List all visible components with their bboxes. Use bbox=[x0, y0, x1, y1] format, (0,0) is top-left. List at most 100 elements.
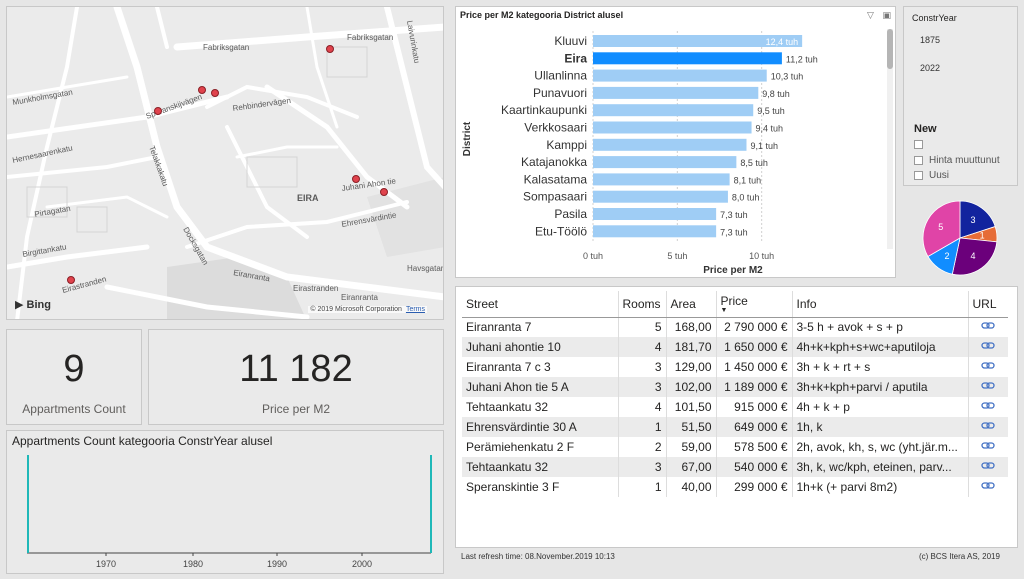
category-label: Kluuvi bbox=[554, 34, 587, 48]
cell-area: 59,00 bbox=[666, 437, 717, 457]
cell-area: 168,00 bbox=[666, 317, 717, 337]
cell-street: Tehtaankatu 32 bbox=[462, 457, 619, 477]
table-row[interactable]: Tehtaankatu 32 3 67,00 540 000 €3h, k, wc/k… bbox=[462, 457, 1008, 477]
cell-info: 3h + k + rt + s bbox=[792, 357, 969, 377]
map-pin[interactable] bbox=[67, 276, 75, 284]
bar[interactable] bbox=[593, 190, 728, 203]
data-label: 8,1 tuh bbox=[734, 175, 762, 185]
bar[interactable] bbox=[593, 86, 759, 99]
bing-logo: ▶ Bing bbox=[15, 298, 51, 311]
column-header-price[interactable]: Price ▼ bbox=[716, 291, 793, 318]
appartments-count-value: 9 bbox=[63, 348, 85, 390]
map-label-fabriksgatan-1: Fabriksgatan bbox=[203, 43, 249, 52]
pie-slice[interactable] bbox=[951, 237, 998, 276]
link-icon[interactable] bbox=[968, 397, 1008, 417]
link-icon[interactable] bbox=[968, 337, 1008, 357]
category-label: Kamppi bbox=[546, 138, 587, 152]
focus-mode-icon[interactable]: ▣ bbox=[882, 10, 891, 20]
map-pin[interactable] bbox=[352, 175, 360, 183]
constr-year-item-1875[interactable]: 1875 bbox=[920, 35, 941, 45]
cell-rooms: 5 bbox=[618, 317, 667, 337]
pie-slice[interactable] bbox=[959, 200, 996, 239]
chart-scrollbar-thumb[interactable] bbox=[887, 29, 893, 69]
data-label: 7,3 tuh bbox=[720, 210, 748, 220]
checkbox[interactable] bbox=[914, 156, 923, 165]
map-pin[interactable] bbox=[154, 107, 162, 115]
checkbox[interactable] bbox=[914, 171, 923, 180]
price-by-district-chart[interactable]: Price per M2 kategooria District alusel … bbox=[455, 6, 896, 278]
map-visual[interactable]: Fabriksgatan Fabriksgatan Munkholmsgatan… bbox=[6, 6, 444, 320]
data-label: 9,1 tuh bbox=[750, 141, 778, 151]
cell-price: 2 790 000 € bbox=[716, 317, 793, 337]
column-header-street[interactable]: Street bbox=[462, 291, 619, 318]
data-label: 8,5 tuh bbox=[740, 158, 768, 168]
cell-area: 67,00 bbox=[666, 457, 717, 477]
map-pin[interactable] bbox=[198, 86, 206, 94]
new-option-blank[interactable] bbox=[914, 140, 929, 149]
constr-year-item-2022[interactable]: 2022 bbox=[920, 63, 941, 73]
column-header-url[interactable]: URL bbox=[968, 291, 1008, 318]
bar-chart-canvas: 0 tuh 5 tuh 10 tuh Kluuvi 12,4 tuh Eira 11,2 t… bbox=[462, 31, 818, 276]
link-icon[interactable] bbox=[968, 437, 1008, 457]
bar[interactable] bbox=[593, 52, 782, 65]
table-row[interactable]: Tehtaankatu 32 4 101,50 915 000 €4h + k + p bbox=[462, 397, 1008, 417]
table-row[interactable]: Eiranranta 7 5 168,00 2 790 000 €3-5 h + av… bbox=[462, 317, 1008, 337]
price-per-m2-card: 11 182 Price per M2 bbox=[148, 329, 444, 425]
histogram-tick: 1970 bbox=[96, 559, 116, 569]
cell-info: 3-5 h + avok + s + p bbox=[792, 317, 969, 337]
cell-street: Eiranranta 7 c 3 bbox=[462, 357, 619, 377]
pie-label: 4 bbox=[971, 251, 976, 261]
bar[interactable] bbox=[593, 208, 717, 220]
data-label: 9,8 tuh bbox=[762, 89, 790, 99]
map-pin[interactable] bbox=[380, 188, 388, 196]
data-label: 7,3 tuh bbox=[720, 227, 748, 237]
map-label-fabriksgatan-2: Fabriksgatan bbox=[347, 33, 393, 42]
bar[interactable] bbox=[593, 225, 717, 238]
checkbox[interactable] bbox=[914, 140, 923, 149]
bar[interactable] bbox=[593, 138, 747, 151]
map-canvas[interactable]: Fabriksgatan Fabriksgatan Munkholmsgatan… bbox=[7, 7, 444, 320]
bar[interactable] bbox=[593, 35, 803, 47]
table-row[interactable]: Ehrensvärdintie 30 A 1 51,50 649 000 €1h, k bbox=[462, 417, 1008, 437]
map-pin[interactable] bbox=[326, 45, 334, 53]
cell-info: 4h+k+kph+s+wc+aputiloja bbox=[792, 337, 969, 357]
constr-year-histogram[interactable]: Appartments Count kategooria ConstrYear … bbox=[6, 430, 444, 574]
histogram-tick: 1990 bbox=[267, 559, 287, 569]
cell-area: 51,50 bbox=[666, 417, 717, 437]
cell-price: 299 000 € bbox=[716, 477, 793, 497]
column-header-area[interactable]: Area bbox=[666, 291, 717, 318]
pie-label: 2 bbox=[944, 251, 949, 261]
link-icon[interactable] bbox=[968, 377, 1008, 397]
bar[interactable] bbox=[593, 121, 752, 134]
link-icon[interactable] bbox=[968, 317, 1008, 337]
cell-info: 1h+k (+ parvi 8m2) bbox=[792, 477, 969, 497]
new-option-hinta-muuttunut[interactable]: Hinta muuttunut bbox=[914, 155, 1000, 166]
bar[interactable] bbox=[593, 156, 737, 169]
table-row[interactable]: Eiranranta 7 c 3 3 129,00 1 450 000 €3h + k… bbox=[462, 357, 1008, 377]
map-pin[interactable] bbox=[211, 89, 219, 97]
bar[interactable] bbox=[593, 69, 767, 82]
bar[interactable] bbox=[593, 104, 754, 117]
cell-street: Eiranranta 7 bbox=[462, 317, 619, 337]
pie-label: 5 bbox=[938, 222, 943, 232]
table-row[interactable]: Perämiehenkatu 2 F 2 59,00 578 500 €2h, avo… bbox=[462, 437, 1008, 457]
cell-rooms: 2 bbox=[618, 437, 667, 457]
bar[interactable] bbox=[593, 173, 730, 186]
new-option-uusi[interactable]: Uusi bbox=[914, 170, 949, 181]
map-label-havsgatan: Havsgatan bbox=[407, 264, 444, 273]
column-header-rooms[interactable]: Rooms bbox=[618, 291, 667, 318]
chart-scrollbar[interactable] bbox=[887, 29, 893, 249]
link-icon[interactable] bbox=[968, 477, 1008, 497]
terms-link[interactable]: Terms bbox=[405, 306, 425, 313]
table-row[interactable]: Juhani ahontie 10 4 181,70 1 650 000 €4h+k+… bbox=[462, 337, 1008, 357]
table-row[interactable]: Juhani Ahon tie 5 A 3 102,00 1 189 000 €3h+… bbox=[462, 377, 1008, 397]
data-label: 11,2 tuh bbox=[786, 54, 818, 64]
link-icon[interactable] bbox=[968, 457, 1008, 477]
filter-icon[interactable]: ▽ bbox=[867, 10, 874, 20]
pie-slice[interactable] bbox=[922, 200, 961, 258]
table-row[interactable]: Speranskintie 3 F 1 40,00 299 000 €1h+k (+ … bbox=[462, 477, 1008, 497]
link-icon[interactable] bbox=[968, 417, 1008, 437]
link-icon[interactable] bbox=[968, 357, 1008, 377]
column-header-info[interactable]: Info bbox=[792, 291, 969, 318]
